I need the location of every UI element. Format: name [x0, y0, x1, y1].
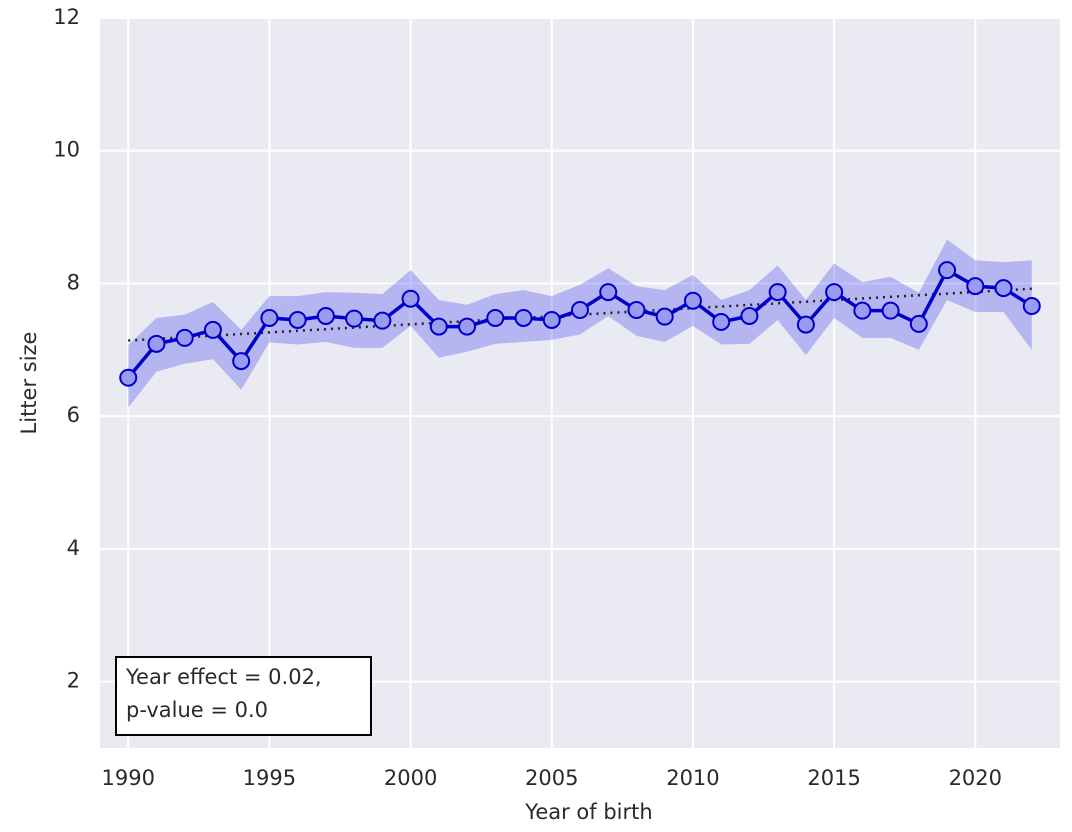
- annotation-box: [115, 656, 372, 736]
- point: [429, 317, 448, 336]
- point: [683, 291, 702, 310]
- y-tick-label: 4: [67, 536, 80, 560]
- y-tick-label: 2: [67, 669, 80, 693]
- x-tick-label: 1990: [102, 766, 155, 790]
- x-tick-label: 2010: [666, 766, 719, 790]
- point: [571, 301, 589, 319]
- point: [288, 310, 307, 329]
- point: [825, 283, 844, 302]
- plot-background: [100, 18, 1060, 748]
- point: [458, 317, 477, 336]
- y-tick-label: 12: [53, 5, 80, 29]
- point: [147, 334, 166, 353]
- x-tick-label: 2000: [384, 766, 437, 790]
- annotation: Year effect = 0.02,: [125, 665, 322, 689]
- point: [740, 306, 759, 325]
- point: [853, 301, 872, 320]
- point: [881, 301, 900, 320]
- point: [260, 308, 279, 327]
- point: [655, 307, 674, 326]
- y-axis-label: Litter size: [17, 332, 41, 435]
- point: [627, 301, 646, 319]
- x-tick-label: 1995: [243, 766, 296, 790]
- point: [345, 309, 364, 328]
- confidence-band: [128, 239, 1032, 408]
- point: [373, 311, 392, 330]
- point: [909, 314, 928, 333]
- x-tick-label: 2005: [525, 766, 578, 790]
- plot: 2 4 6 8 10 12 1990 1995 2000 2005 2010 2015 2020: [53, 5, 1060, 790]
- point: [203, 320, 222, 339]
- y-tick-label: 8: [67, 270, 80, 294]
- point: [966, 277, 985, 296]
- point: [938, 261, 957, 280]
- y-tick-label: 6: [67, 403, 80, 427]
- point: [401, 289, 420, 308]
- point: [119, 368, 138, 387]
- point: [796, 315, 815, 334]
- point: [768, 283, 787, 302]
- point: [232, 352, 251, 371]
- y-tick-label: 10: [53, 138, 80, 162]
- point: [994, 279, 1013, 298]
- point: [599, 283, 618, 302]
- point: [712, 312, 731, 331]
- point: [1022, 297, 1041, 316]
- point: [514, 308, 533, 327]
- point: [486, 308, 505, 327]
- point: [542, 310, 561, 329]
- x-tick-label: 2020: [949, 766, 1002, 790]
- x-axis-label: Year of birth: [524, 800, 652, 824]
- point: [316, 306, 335, 325]
- point: [175, 328, 194, 347]
- annotation: p-value = 0.0: [126, 698, 268, 722]
- x-tick-label: 2015: [807, 766, 860, 790]
